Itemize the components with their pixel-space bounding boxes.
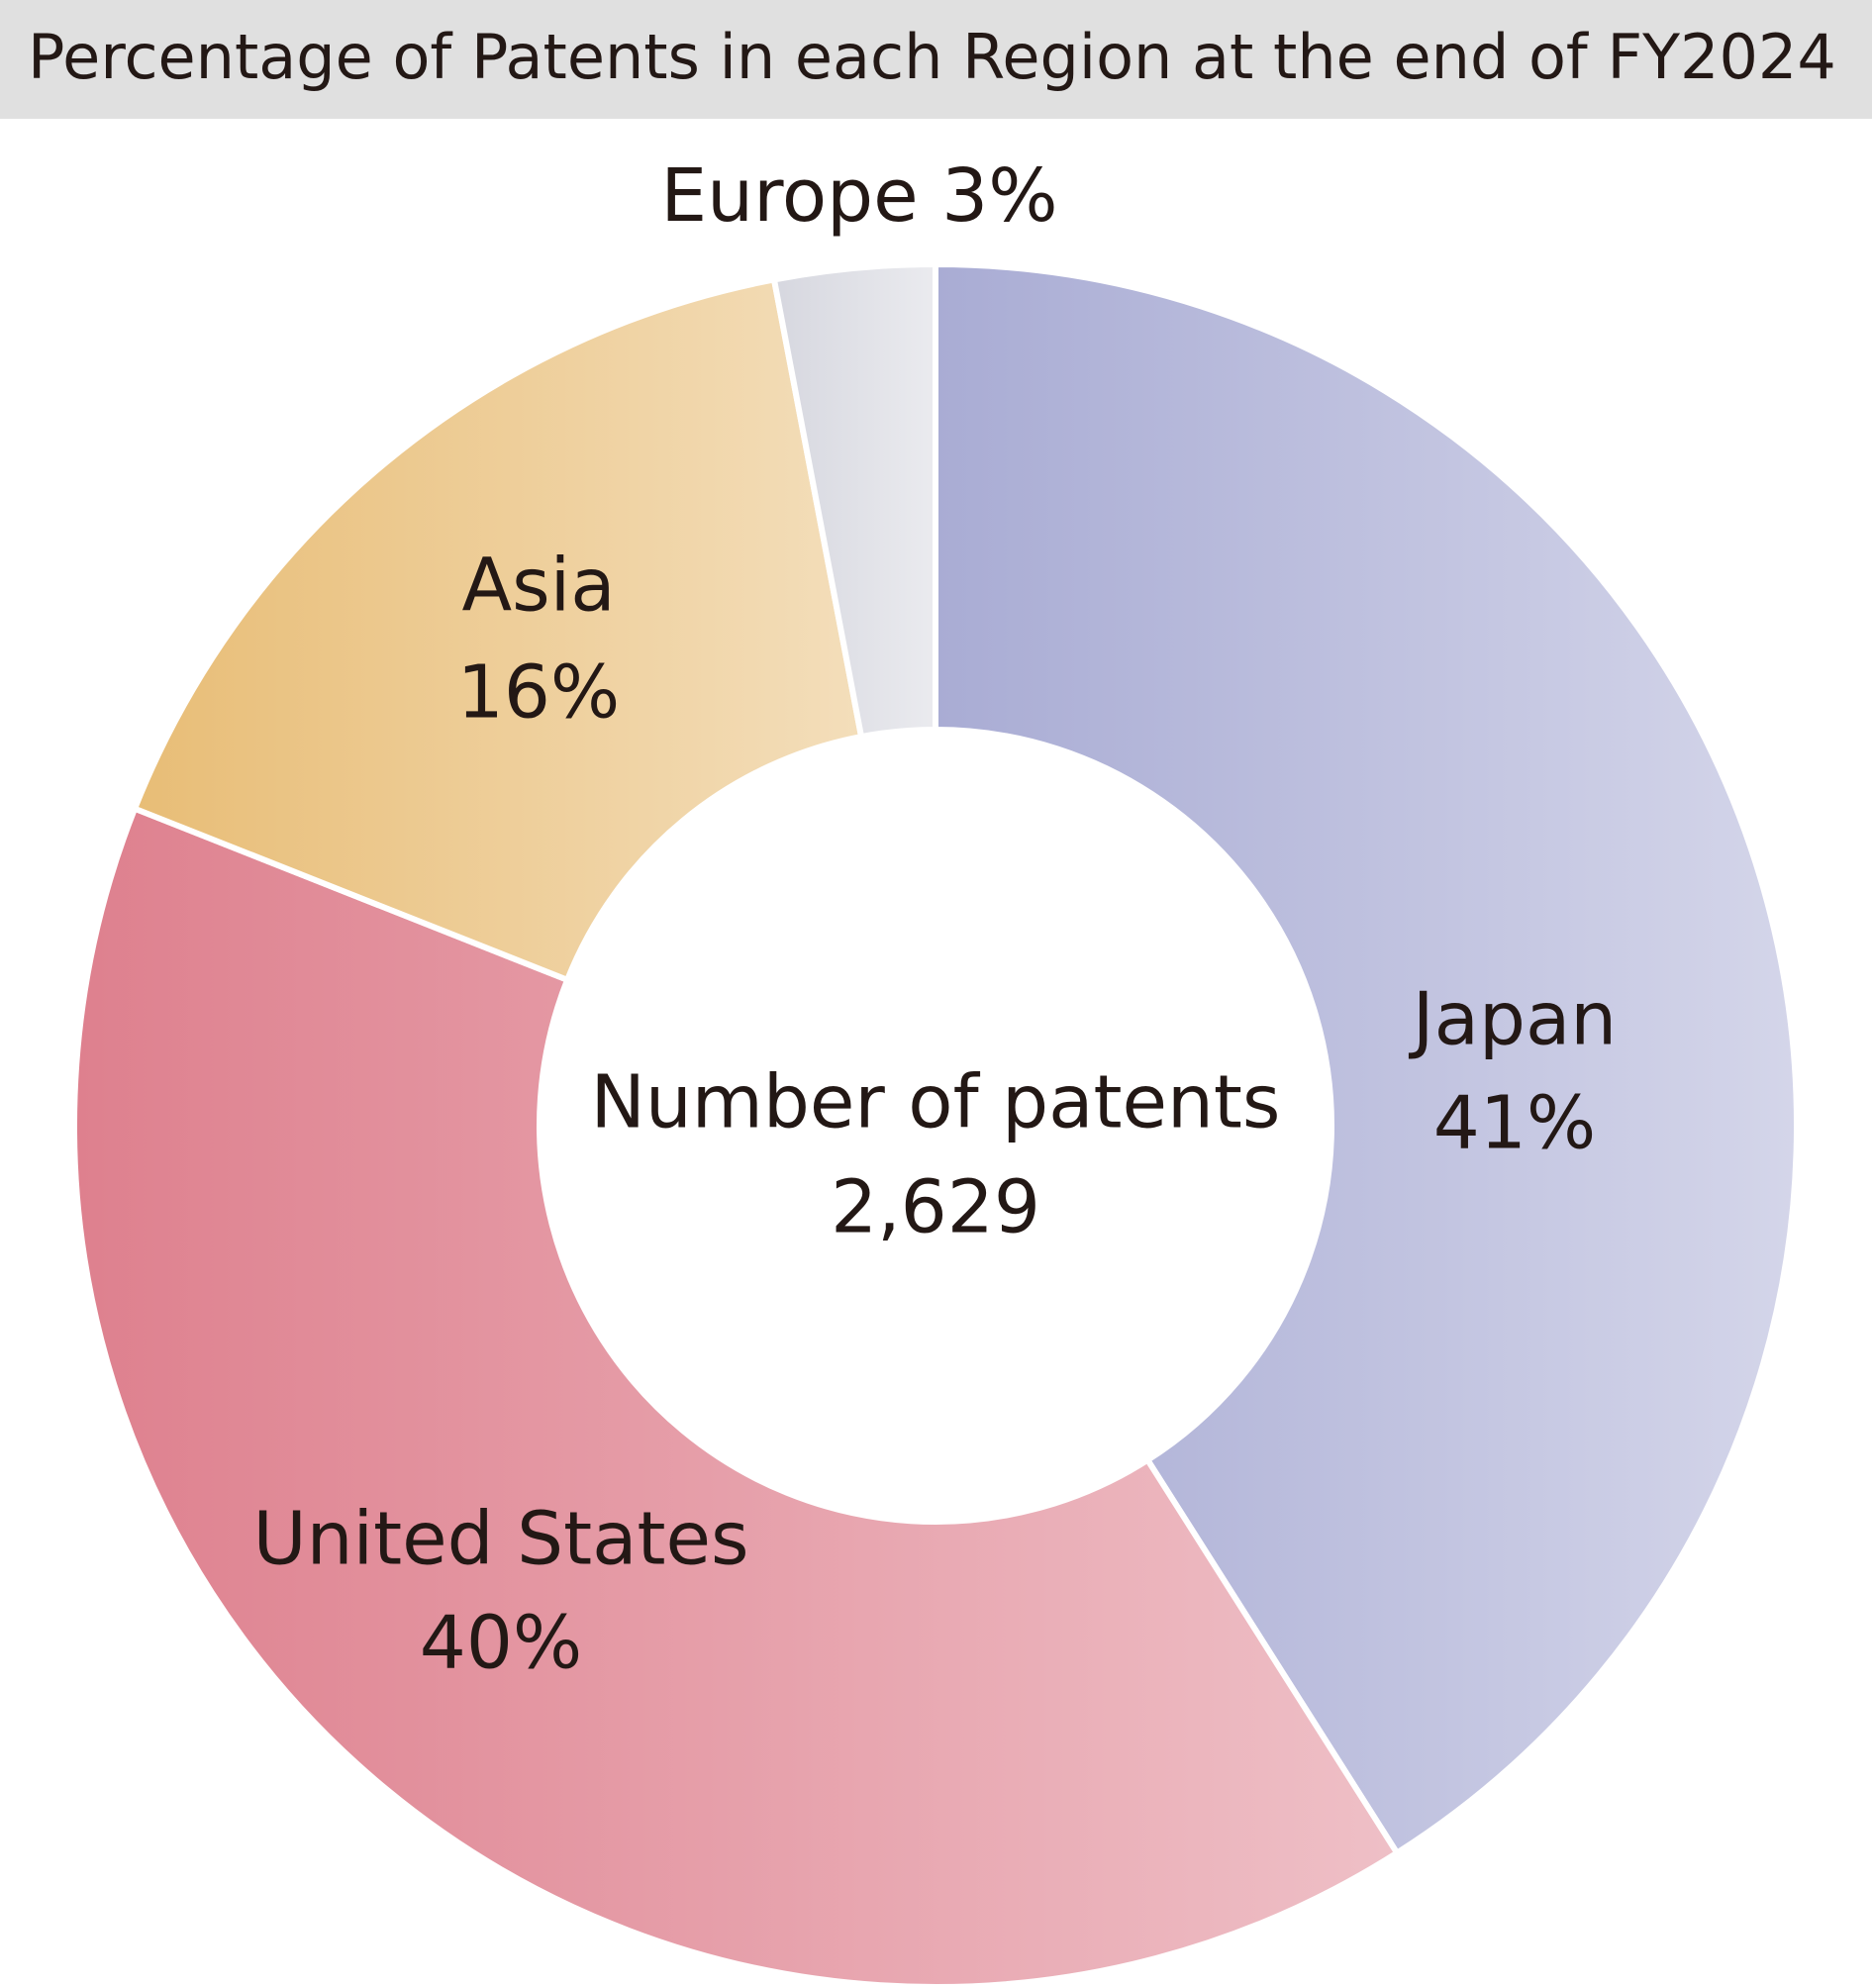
center-label: Number of patents — [591, 1060, 1281, 1145]
value-label: 41% — [1433, 1081, 1596, 1166]
slice-label: Asia — [461, 544, 615, 629]
value-label: 40% — [420, 1601, 582, 1686]
slice — [131, 275, 865, 984]
slice — [71, 804, 1402, 1988]
slice-label: Japan — [1409, 977, 1617, 1062]
value-label: 16% — [457, 650, 620, 736]
slice — [770, 260, 938, 741]
value-label: 3% — [941, 153, 1057, 239]
center-value: 2,629 — [831, 1165, 1040, 1250]
title-bar — [0, 0, 1872, 119]
slice — [933, 260, 1801, 1857]
slice-label-group: Europe 3% — [660, 153, 1057, 239]
slice-label: Europe — [660, 153, 918, 239]
chart-title: Percentage of Patents in each Region at … — [28, 21, 1836, 93]
slice-label: United States — [252, 1497, 748, 1582]
